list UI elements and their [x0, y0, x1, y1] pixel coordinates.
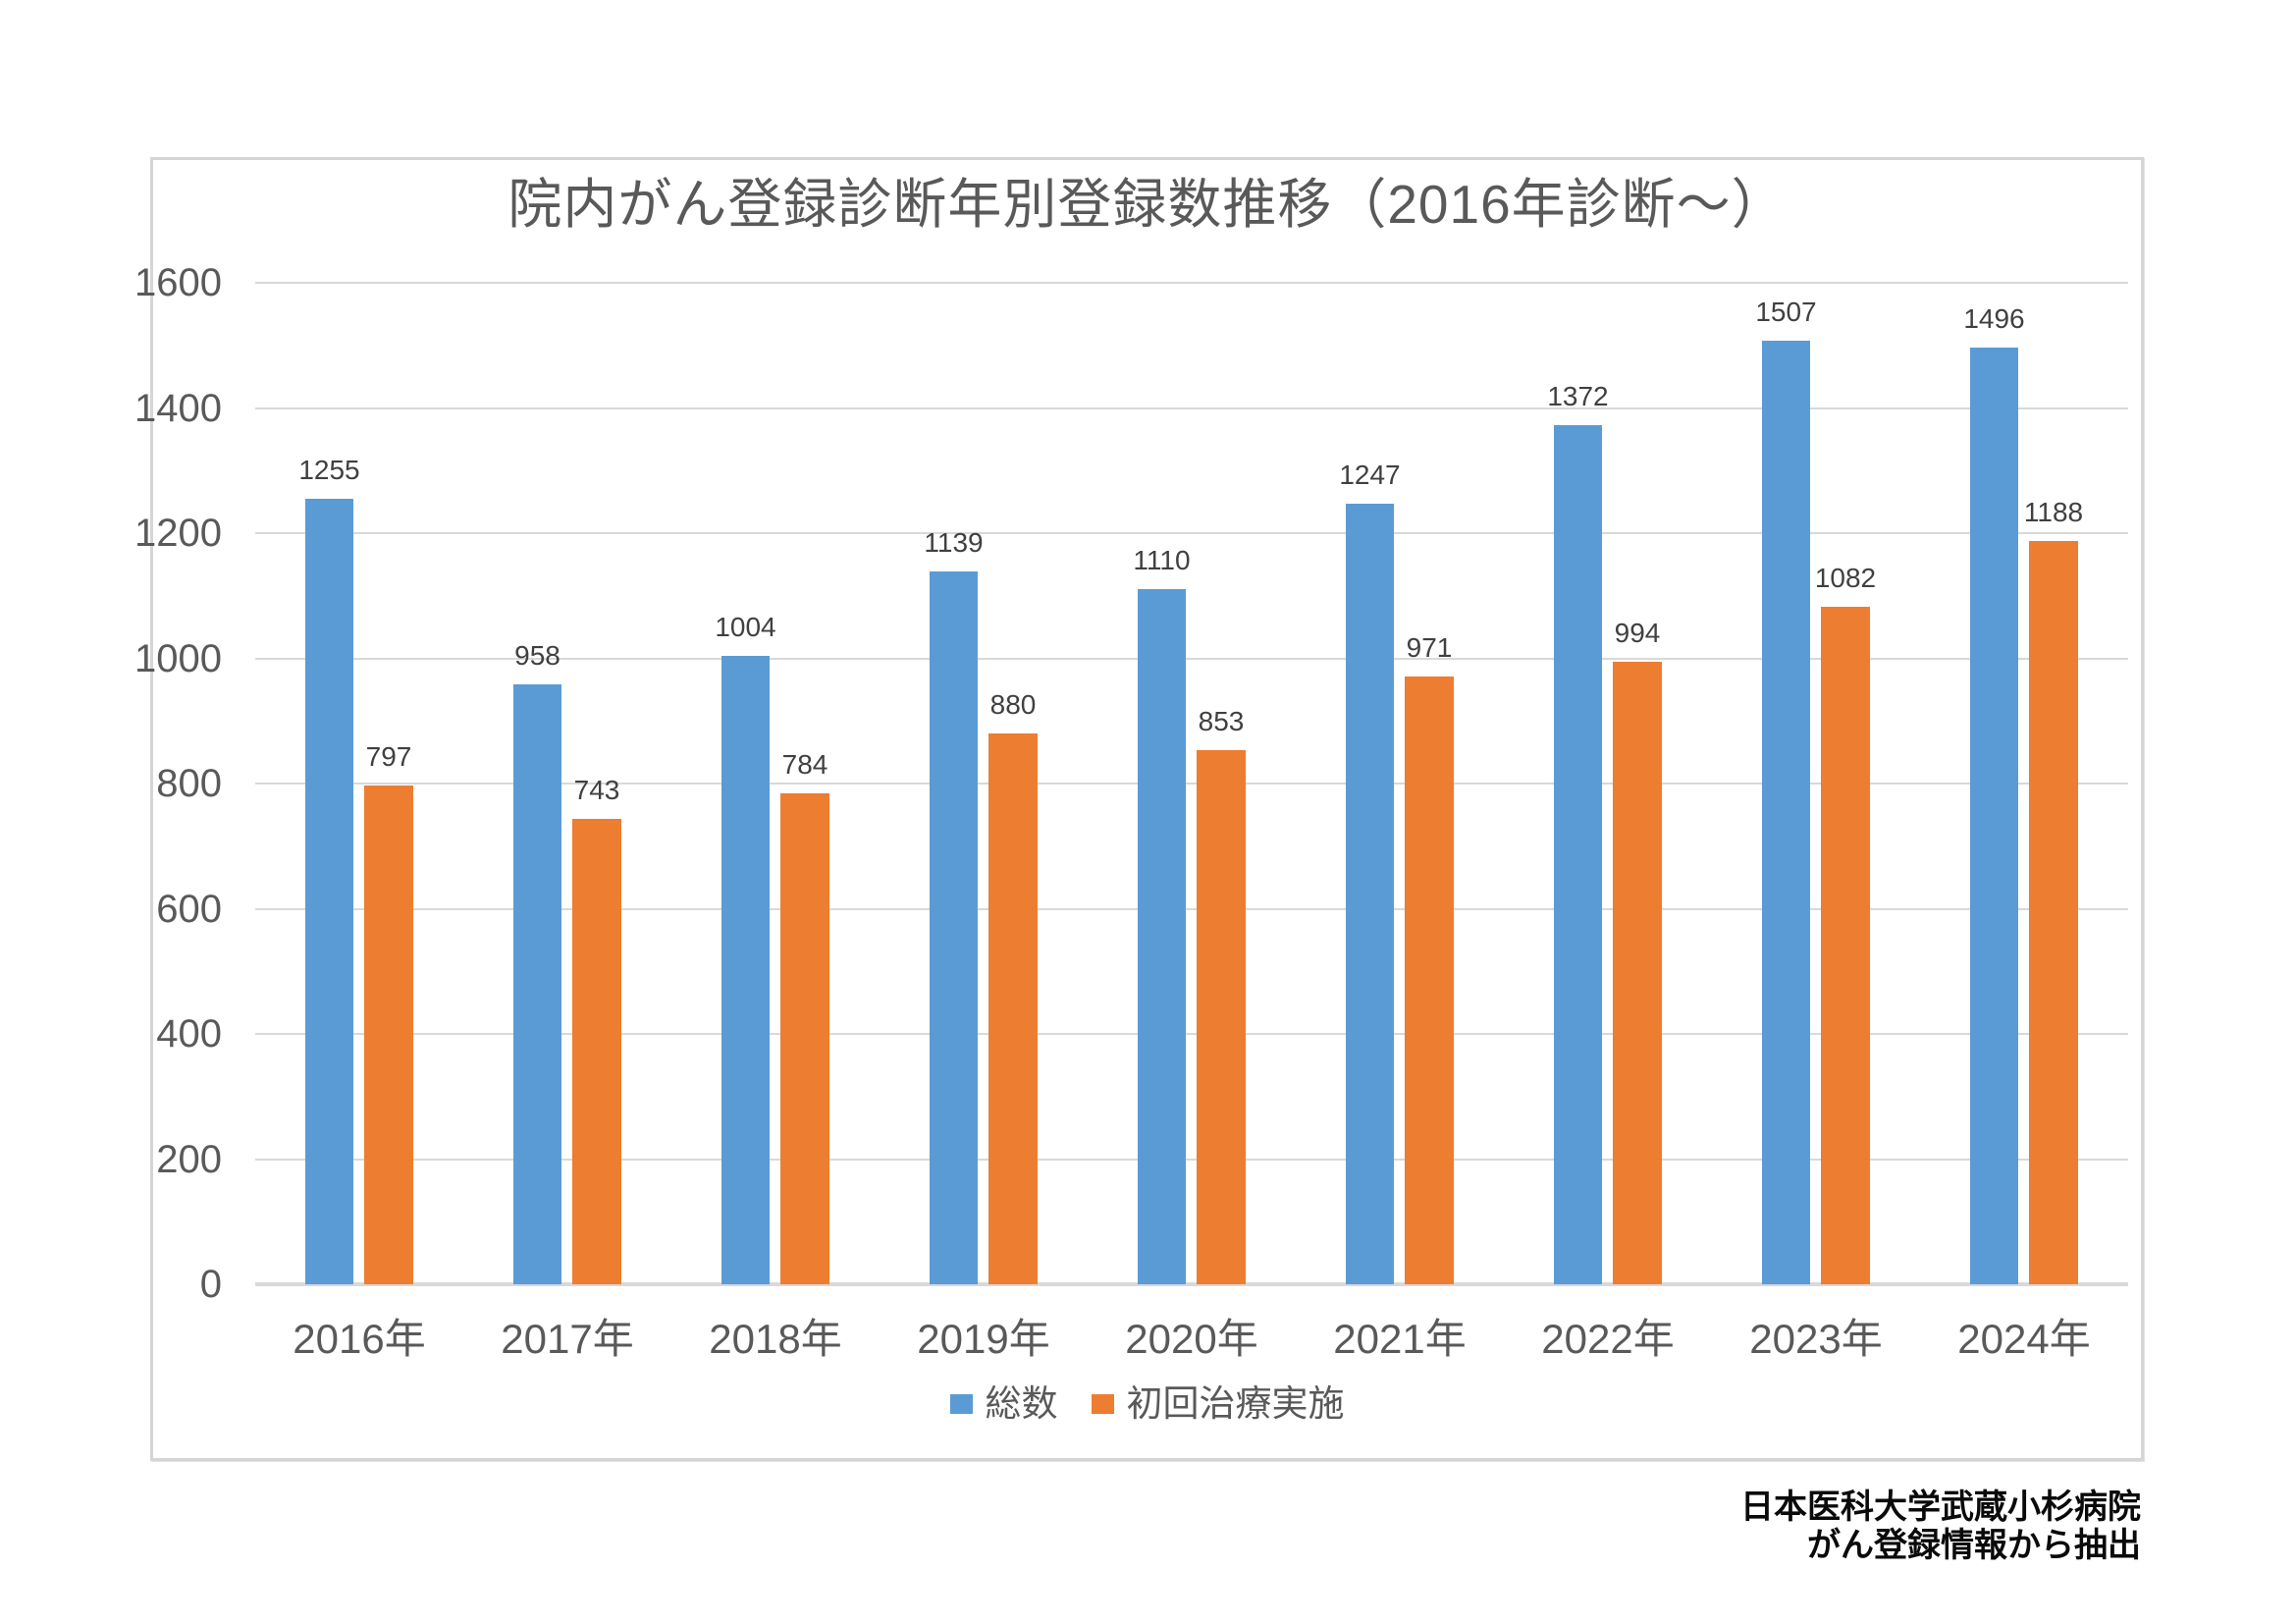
x-axis-tick-label: 2024年 [1957, 1316, 2091, 1362]
x-axis-tick-label: 2021年 [1333, 1316, 1467, 1362]
y-axis-tick-label: 0 [199, 1263, 222, 1306]
gridline-y-400 [255, 1033, 2128, 1035]
bar-初回治療実施-2022年 [1613, 662, 1662, 1284]
y-axis: 0 200 400 600 800 1000 1200 1400 1600 [98, 261, 240, 1306]
bar-総数-2022年 [1554, 425, 1602, 1284]
data-label-総数-2022年: 1372 [1547, 381, 1609, 412]
bar-総数-2019年 [930, 570, 978, 1284]
bar-初回治療実施-2023年 [1821, 607, 1870, 1284]
plot-area: 1255 797 958 743 1004 784 1139 880 1110 853 1247 97… [255, 282, 2128, 1286]
data-label-初回治療実施-2024年: 1188 [2023, 496, 2084, 527]
data-label-初回治療実施-2017年: 743 [573, 775, 620, 806]
gridline-y-1200 [255, 532, 2128, 534]
data-label-総数-2024年: 1496 [1963, 303, 2025, 335]
bar-group-2018年: 1004 784 [671, 283, 880, 1284]
x-axis-tick-label: 2018年 [709, 1316, 842, 1362]
y-axis-tick-label: 600 [156, 887, 222, 931]
source-note-line2: がん登録情報から抽出 [1807, 1527, 2141, 1564]
bar-総数-2024年 [1970, 348, 2018, 1284]
gridline-y-1400 [255, 406, 2128, 409]
bar-総数-2021年 [1346, 504, 1394, 1284]
bar-初回治療実施-2021年 [1405, 677, 1454, 1284]
legend-item-first-treatment: 初回治療実施 [1091, 1382, 1345, 1426]
y-axis-tick-label: 800 [156, 762, 222, 805]
bar-group-2023年: 1507 1082 [1712, 283, 1920, 1284]
data-label-総数-2021年: 1247 [1339, 460, 1401, 491]
data-label-総数-2018年: 1004 [715, 611, 776, 642]
x-axis-tick-label: 2022年 [1541, 1316, 1675, 1362]
y-axis-tick-label: 1600 [134, 261, 222, 304]
legend: 総数 初回治療実施 [150, 1382, 2144, 1426]
bar-初回治療実施-2019年 [988, 733, 1038, 1284]
y-axis-tick-label: 1400 [134, 386, 222, 430]
bar-初回治療実施-2016年 [364, 785, 413, 1284]
legend-swatch-first-treatment-icon [1091, 1394, 1114, 1414]
bar-group-2019年: 1139 880 [880, 283, 1088, 1284]
data-label-初回治療実施-2018年: 784 [781, 749, 828, 781]
x-axis-tick-label: 2017年 [501, 1316, 634, 1362]
x-axis-tick-label: 2019年 [917, 1316, 1050, 1362]
x-axis-tick-label: 2023年 [1749, 1316, 1883, 1362]
chart-title: 院内がん登録診断年別登録数推移（2016年診断～） [507, 174, 1787, 235]
gridline-y-1600 [255, 282, 2128, 284]
gridline-y-1000 [255, 657, 2128, 660]
bar-group-2020年: 1110 853 [1088, 283, 1296, 1284]
gridline-y-200 [255, 1158, 2128, 1161]
legend-item-total: 総数 [949, 1382, 1058, 1426]
bar-初回治療実施-2018年 [780, 793, 829, 1284]
bar-group-2024年: 1496 1188 [1920, 283, 2128, 1284]
bar-group-2021年: 1247 971 [1296, 283, 1504, 1284]
bar-総数-2023年 [1762, 341, 1810, 1284]
bar-group-2022年: 1372 994 [1504, 283, 1712, 1284]
y-axis-tick-label: 200 [156, 1137, 222, 1181]
data-label-初回治療実施-2022年: 994 [1614, 618, 1661, 649]
data-label-初回治療実施-2016年: 797 [365, 740, 412, 772]
gridline-y-600 [255, 907, 2128, 910]
data-label-総数-2019年: 1139 [924, 526, 984, 558]
bar-初回治療実施-2024年 [2029, 540, 2078, 1284]
source-note-line1: 日本医科大学武蔵小杉病院 [1740, 1489, 2141, 1526]
bar-総数-2016年 [305, 498, 353, 1284]
legend-label-total: 総数 [985, 1383, 1058, 1424]
bar-group-2016年: 1255 797 [255, 283, 463, 1284]
data-label-初回治療実施-2021年: 971 [1406, 632, 1453, 663]
x-axis-tick-label: 2016年 [293, 1316, 426, 1362]
bar-総数-2017年 [513, 684, 561, 1284]
gridline-y-800 [255, 783, 2128, 785]
legend-swatch-total-icon [949, 1394, 973, 1414]
y-axis-tick-label: 1200 [134, 512, 222, 555]
bar-総数-2018年 [721, 655, 770, 1284]
data-label-総数-2023年: 1507 [1755, 297, 1817, 328]
x-axis: 2016年 2017年 2018年 2019年 2020年 2021年 2022年 2023年… [255, 1314, 2128, 1373]
bar-初回治療実施-2017年 [572, 819, 621, 1284]
data-label-初回治療実施-2019年: 880 [989, 689, 1037, 720]
data-label-初回治療実施-2020年: 853 [1198, 706, 1245, 737]
bar-総数-2020年 [1138, 589, 1186, 1284]
source-note: 日本医科大学武蔵小杉病院 がん登録情報から抽出 [1740, 1489, 2141, 1565]
data-label-総数-2017年: 958 [514, 640, 561, 672]
data-label-初回治療実施-2023年: 1082 [1814, 563, 1877, 594]
x-axis-line [255, 1282, 2128, 1286]
bar-初回治療実施-2020年 [1197, 750, 1246, 1284]
y-axis-tick-label: 400 [156, 1012, 222, 1056]
legend-label-first-treatment: 初回治療実施 [1126, 1383, 1345, 1424]
data-label-総数-2020年: 1110 [1133, 545, 1191, 576]
y-axis-tick-label: 1000 [134, 636, 222, 680]
data-label-総数-2016年: 1255 [298, 454, 360, 485]
bar-group-2017年: 958 743 [463, 283, 671, 1284]
x-axis-tick-label: 2020年 [1125, 1316, 1258, 1362]
